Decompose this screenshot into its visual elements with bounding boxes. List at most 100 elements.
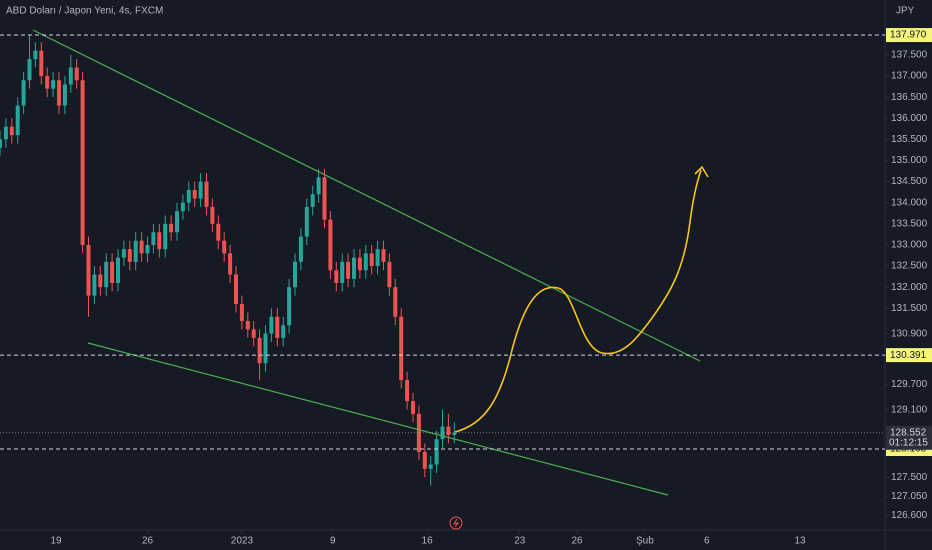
x-tick-label: 16 — [422, 536, 434, 547]
candle-body — [275, 316, 280, 338]
candle-body — [98, 274, 103, 288]
y-tick-label: 133.500 — [891, 218, 928, 229]
plot-area — [0, 35, 457, 486]
candle-body — [121, 249, 126, 258]
candle-body — [39, 50, 44, 77]
candle-body — [68, 67, 73, 85]
y-tick-label: 132.500 — [891, 261, 928, 272]
candle-body — [210, 206, 215, 224]
candle-body — [369, 253, 374, 267]
candle-body — [346, 261, 351, 279]
candle-body — [198, 181, 203, 199]
candle-body — [416, 413, 421, 452]
y-tick-label: 135.500 — [891, 134, 928, 145]
candle-body — [375, 249, 380, 267]
y-tick-label: 135.000 — [891, 155, 928, 166]
candle-body — [145, 244, 150, 254]
x-tick-label: 23 — [514, 536, 526, 547]
y-tick-label: 127.500 — [891, 472, 928, 483]
y-tick-label: 126.600 — [891, 510, 928, 521]
candle-body — [104, 261, 109, 288]
candle-body — [151, 232, 156, 245]
price-line-label: 137.970 — [890, 30, 927, 41]
candle-body — [116, 257, 120, 283]
candle-body — [387, 261, 392, 288]
candle-body — [33, 50, 38, 60]
y-tick-label: 129.700 — [891, 379, 928, 390]
candle-body — [186, 190, 191, 203]
y-tick-label: 127.050 — [891, 491, 928, 502]
candle-body — [127, 249, 132, 262]
projection-curve — [454, 169, 702, 433]
x-tick-label: 19 — [50, 536, 62, 547]
symbol-title: ABD Doları / Japon Yeni, 4s, FXCM — [6, 6, 163, 17]
candle-body — [51, 80, 56, 89]
candle-body — [163, 223, 168, 250]
event-icon[interactable] — [449, 516, 463, 530]
candle-body — [287, 287, 292, 326]
candle-body — [3, 126, 8, 140]
price-line-badge — [886, 348, 932, 363]
candle-body — [316, 177, 321, 195]
currency-label: JPY — [896, 6, 915, 17]
candle-body — [0, 139, 2, 148]
candle-body — [357, 257, 362, 271]
y-tick-label: 134.000 — [891, 197, 928, 208]
candle-body — [222, 240, 227, 254]
y-tick-label: 129.100 — [891, 404, 928, 415]
candle-body — [57, 80, 61, 106]
candle-body — [180, 202, 185, 212]
candle-body — [340, 261, 345, 283]
candle-body — [169, 223, 174, 233]
candle-body — [175, 211, 179, 233]
last-price-label: 128.552 — [890, 427, 927, 438]
candle-body — [27, 59, 32, 81]
candle-body — [298, 236, 303, 262]
candle-body — [9, 126, 14, 136]
candle-body — [381, 249, 386, 262]
y-tick-label: 133.000 — [891, 240, 928, 251]
candle-body — [334, 270, 339, 283]
candle-body — [139, 240, 144, 254]
candle-body — [452, 432, 457, 435]
candle-body — [204, 181, 209, 207]
candle-body — [80, 80, 85, 245]
candle-body — [234, 274, 238, 305]
x-tick-label: Şub — [636, 536, 654, 547]
candle-body — [92, 274, 97, 296]
y-tick-label: 137.000 — [891, 71, 928, 82]
x-tick-label: 26 — [142, 536, 154, 547]
candle-body — [245, 320, 250, 330]
x-tick-label: 6 — [704, 536, 710, 547]
candle-body — [399, 316, 404, 381]
y-tick-label: 136.500 — [891, 92, 928, 103]
candle-body — [21, 80, 26, 106]
candle-body — [269, 316, 274, 334]
candle-body — [428, 464, 433, 469]
trend-line — [32, 29, 701, 362]
y-tick-label: 131.500 — [891, 303, 928, 314]
x-tick-label: 9 — [330, 536, 336, 547]
candle-body — [62, 84, 67, 106]
candle-body — [393, 287, 398, 317]
candle-body — [422, 451, 427, 469]
candle-body — [157, 232, 162, 250]
x-tick-label: 26 — [571, 536, 583, 547]
candle-body — [86, 244, 91, 296]
x-tick-label: 2023 — [231, 536, 254, 547]
y-tick-label: 134.500 — [891, 176, 928, 187]
candle-body — [352, 257, 356, 279]
event-icon-bolt — [452, 518, 460, 528]
candle-body — [192, 190, 197, 199]
candle-body — [74, 67, 79, 81]
candle-body — [263, 333, 268, 364]
candle-body — [405, 380, 410, 402]
candle-body — [228, 253, 233, 275]
candle-body — [310, 194, 315, 207]
y-tick-label: 137.500 — [891, 50, 928, 61]
candle-body — [133, 240, 138, 262]
candle-body — [216, 223, 221, 241]
candle-body — [110, 261, 115, 283]
